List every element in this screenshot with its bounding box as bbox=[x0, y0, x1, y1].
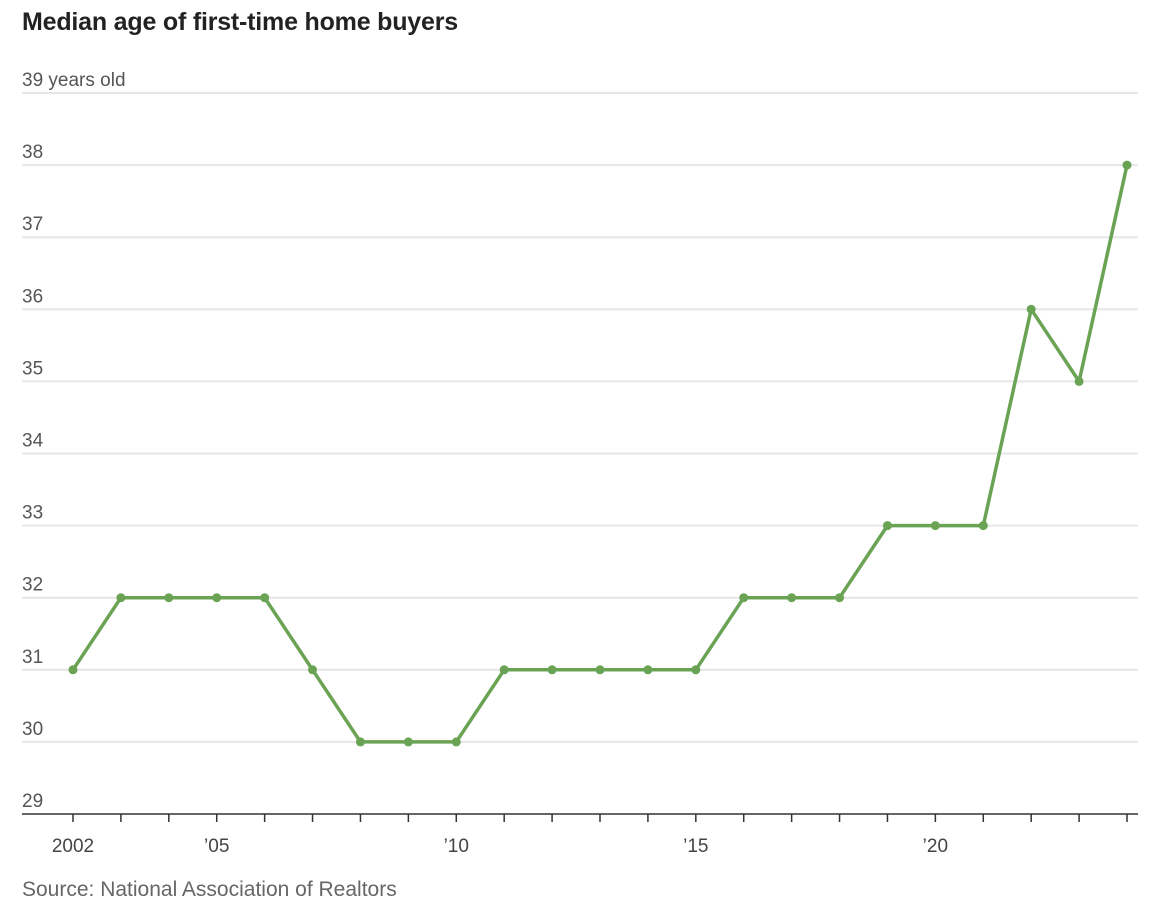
x-tick-label: ’15 bbox=[683, 836, 708, 857]
data-point[interactable] bbox=[930, 521, 940, 531]
y-tick-label: 31 bbox=[22, 647, 43, 668]
y-tick-label: 32 bbox=[22, 575, 43, 596]
data-point[interactable] bbox=[595, 665, 605, 675]
data-point[interactable] bbox=[499, 665, 509, 675]
y-tick-label: 35 bbox=[22, 358, 43, 379]
x-tick-label: 2002 bbox=[52, 836, 94, 857]
x-tick-label: ’10 bbox=[444, 836, 469, 857]
data-point[interactable] bbox=[308, 665, 318, 675]
data-point[interactable] bbox=[787, 593, 797, 603]
data-point[interactable] bbox=[882, 521, 892, 531]
x-tick-label: ’05 bbox=[204, 836, 229, 857]
data-point[interactable] bbox=[451, 737, 461, 747]
data-point[interactable] bbox=[355, 737, 365, 747]
x-axis: 2002 ’05 ’10 ’15 ’20 bbox=[22, 813, 1138, 857]
data-point[interactable] bbox=[212, 593, 222, 603]
data-point[interactable] bbox=[68, 665, 78, 675]
data-point[interactable] bbox=[1026, 304, 1036, 314]
data-point[interactable] bbox=[835, 593, 845, 603]
y-tick-label: 30 bbox=[22, 719, 43, 740]
y-tick-label: 29 bbox=[22, 791, 43, 812]
data-point[interactable] bbox=[1122, 160, 1132, 170]
data-point[interactable] bbox=[643, 665, 653, 675]
data-point[interactable] bbox=[547, 665, 557, 675]
series-points bbox=[68, 160, 1132, 747]
y-tick-label: 37 bbox=[22, 214, 43, 235]
y-tick-label: 38 bbox=[22, 142, 43, 163]
data-point[interactable] bbox=[1074, 376, 1084, 386]
data-point[interactable] bbox=[116, 593, 126, 603]
data-point[interactable] bbox=[739, 593, 749, 603]
y-axis-labels: 39 years old 38 37 36 35 34 33 32 31 30 29 bbox=[22, 70, 126, 812]
y-tick-label: 39 years old bbox=[22, 70, 126, 91]
chart-title: Median age of first-time home buyers bbox=[22, 8, 458, 36]
source-note: Source: National Association of Realtors bbox=[22, 878, 397, 901]
grid-lines bbox=[22, 92, 1138, 743]
data-point[interactable] bbox=[691, 665, 701, 675]
y-tick-label: 34 bbox=[22, 431, 44, 452]
x-tick-label: ’20 bbox=[923, 836, 948, 857]
data-point[interactable] bbox=[164, 593, 174, 603]
data-point[interactable] bbox=[403, 737, 413, 747]
y-tick-label: 33 bbox=[22, 503, 43, 524]
y-tick-label: 36 bbox=[22, 286, 43, 307]
data-point[interactable] bbox=[260, 593, 270, 603]
data-point[interactable] bbox=[978, 521, 988, 531]
